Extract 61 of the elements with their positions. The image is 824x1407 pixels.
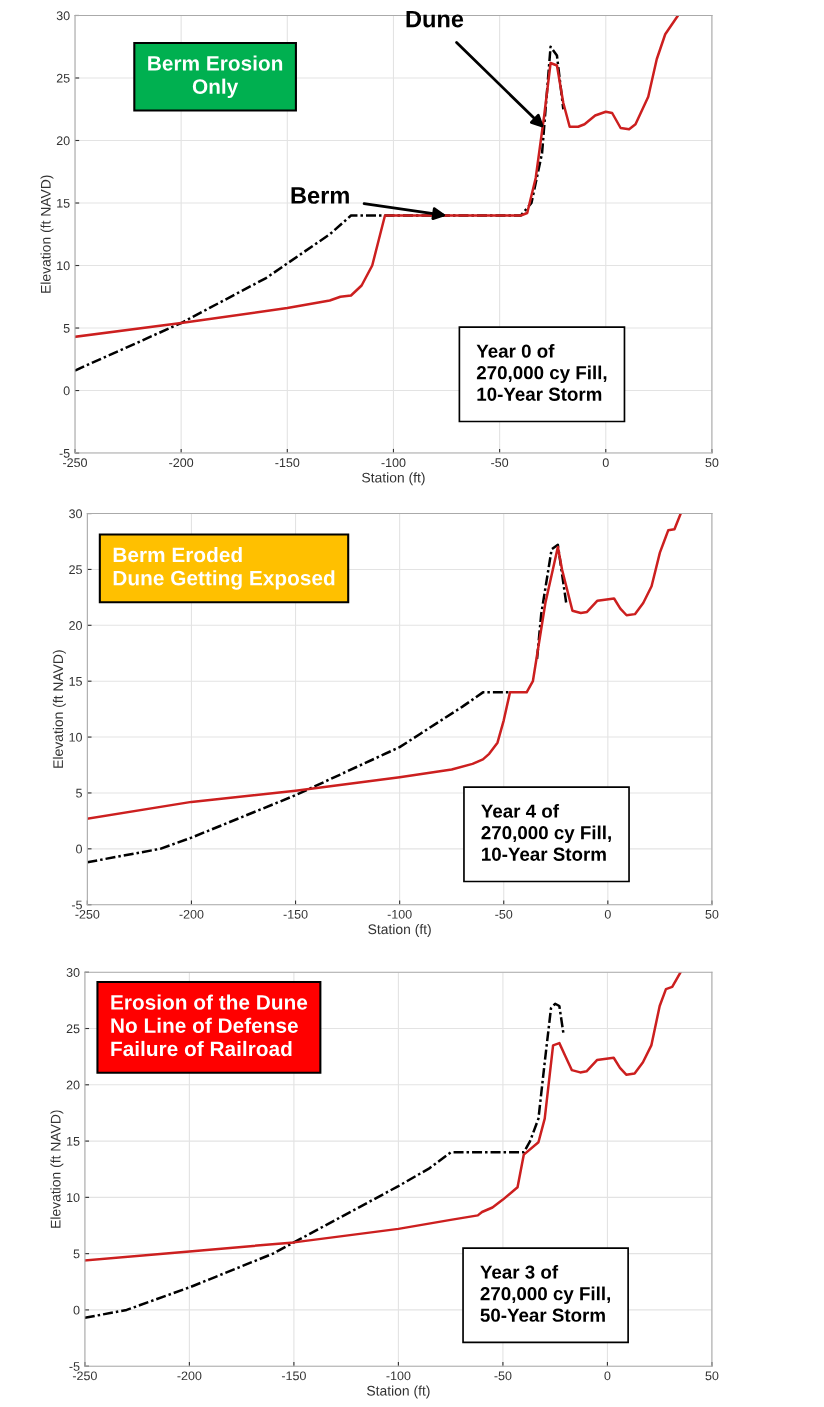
x-tick-label: -200 [169, 458, 194, 468]
x-tick-label: -100 [386, 1371, 411, 1381]
annotation: Year 4 of 270,000 cy Fill, 10-Year Storm [481, 804, 611, 861]
y-axis-title: Elevation (ft NAVD) [50, 1110, 64, 1228]
y-tick-label: 0 [76, 844, 82, 854]
x-tick-label: -150 [275, 458, 300, 468]
line-series [84, 972, 682, 1262]
y-tick-label: 10 [67, 1193, 80, 1203]
x-tick-label: -150 [281, 1371, 306, 1381]
x-tick-label: 0 [602, 458, 609, 468]
y-tick-label: 30 [69, 509, 82, 519]
annotation: Dune [406, 10, 464, 28]
y-axis-title: Elevation (ft NAVD) [52, 650, 66, 768]
x-axis-title: Station (ft) [362, 472, 425, 486]
y-tick-label: 5 [76, 788, 82, 798]
y-tick-label: 15 [69, 677, 82, 686]
x-tick-label: -50 [491, 458, 509, 468]
x-tick-label: 50 [705, 458, 719, 468]
x-axis-title: Station (ft) [367, 1385, 430, 1399]
x-tick-label: 0 [604, 1371, 611, 1381]
y-tick-label: 25 [69, 565, 82, 575]
x-tick-label: -50 [494, 1371, 512, 1381]
x-tick-label: -100 [381, 458, 406, 468]
y-tick-label: 5 [73, 1249, 80, 1259]
x-tick-label: -150 [283, 909, 308, 919]
y-tick-label: 0 [73, 1305, 80, 1315]
x-tick-label: -200 [177, 1371, 202, 1381]
annotation: Berm Erosion Only [148, 55, 283, 99]
annotation: Year 3 of 270,000 cy Fill, 50-Year Storm [480, 1264, 611, 1322]
y-tick-label: 0 [63, 386, 70, 396]
annotation: Year 0 of 270,000 cy Fill, 10-Year Storm [476, 344, 607, 401]
x-tick-label: 0 [604, 909, 611, 919]
y-tick-label: 20 [56, 136, 70, 146]
annotation: Berm [291, 187, 349, 204]
y-tick-label: 25 [56, 73, 70, 83]
y-axis-title: Elevation (ft NAVD) [40, 175, 54, 293]
line-series [87, 513, 682, 820]
y-tick-label: 15 [57, 198, 70, 208]
y-tick-label: 30 [56, 11, 70, 21]
x-tick-label: -50 [495, 909, 513, 919]
annotation: Erosion of the Dune No Line of Defense Failure of Railroad [111, 994, 308, 1057]
annotation: Berm Eroded Dune Getting Exposed [113, 546, 335, 590]
x-tick-label: 50 [705, 909, 719, 919]
x-tick-label: -250 [75, 909, 100, 919]
y-tick-label: -5 [59, 448, 70, 458]
x-tick-label: -200 [179, 909, 204, 919]
y-tick-label: -5 [71, 900, 82, 910]
y-tick-label: 20 [66, 1080, 80, 1090]
y-tick-label: 25 [66, 1024, 80, 1034]
y-tick-label: 15 [67, 1137, 80, 1146]
x-axis-title: Station (ft) [368, 923, 431, 937]
x-tick-label: 50 [705, 1371, 719, 1381]
x-tick-label: -100 [387, 909, 412, 919]
y-tick-label: 10 [69, 732, 82, 742]
x-tick-label: -250 [72, 1371, 97, 1381]
y-tick-label: 10 [57, 261, 70, 271]
y-tick-label: 5 [63, 323, 70, 333]
y-tick-label: -5 [69, 1362, 80, 1371]
y-tick-label: 30 [66, 968, 80, 977]
x-tick-label: -250 [63, 458, 88, 468]
y-tick-label: 20 [69, 621, 82, 630]
